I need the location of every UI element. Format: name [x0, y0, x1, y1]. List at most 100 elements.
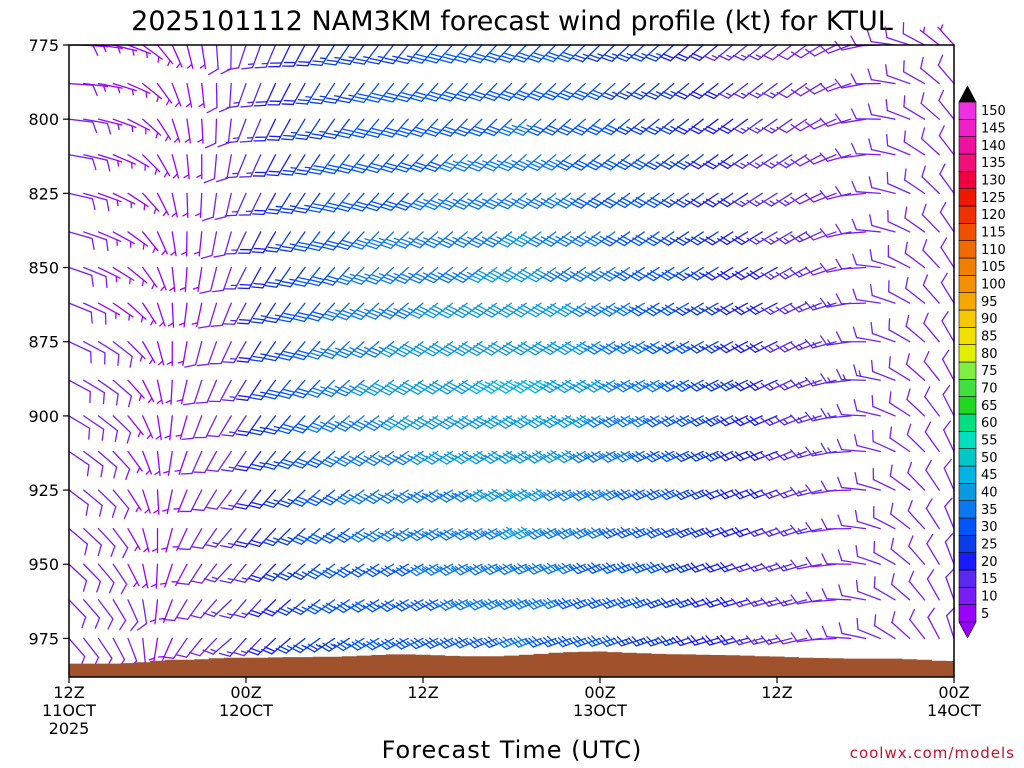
- barb-feather: [544, 92, 557, 98]
- barb-half-feather: [334, 421, 341, 425]
- plot-frame: [68, 44, 955, 678]
- wind-barb: [280, 192, 306, 214]
- barb-staff: [228, 82, 232, 109]
- barb-half-feather: [154, 168, 158, 175]
- wind-barb: [278, 302, 306, 323]
- barb-feather: [278, 645, 290, 652]
- barb-feather: [407, 423, 419, 430]
- barb-feather: [395, 602, 406, 610]
- wind-barb: [219, 527, 247, 549]
- barb-half-feather: [812, 342, 818, 348]
- barb-feather: [105, 239, 109, 252]
- barb-feather: [379, 244, 392, 250]
- barb-feather: [327, 202, 340, 207]
- wind-barb: [776, 118, 808, 134]
- barb-feather: [381, 532, 392, 540]
- barb-staff: [205, 415, 218, 439]
- barb-half-feather: [613, 417, 620, 423]
- wind-barb: [586, 44, 616, 63]
- barb-staff: [112, 527, 129, 549]
- barb-feather: [648, 53, 660, 60]
- barb-half-feather: [768, 565, 774, 571]
- wind-barb: [870, 284, 896, 304]
- barb-feather: [264, 284, 278, 288]
- wind-barb: [127, 154, 150, 171]
- wind-barb: [790, 266, 822, 278]
- wind-barb: [526, 192, 557, 210]
- barb-feather: [290, 574, 302, 581]
- barb-feather: [871, 359, 874, 373]
- barb-feather: [428, 564, 439, 573]
- barb-feather: [312, 60, 325, 63]
- barb-feather: [235, 433, 248, 437]
- barb-feather: [309, 101, 322, 105]
- barb-feather: [425, 531, 436, 539]
- barb-feather: [657, 636, 667, 647]
- barb-feather: [701, 563, 711, 573]
- barb-feather: [554, 385, 566, 394]
- barb-half-feather: [161, 547, 168, 550]
- barb-feather: [425, 566, 436, 574]
- colorbar-swatch: [958, 136, 977, 155]
- wind-barb: [870, 321, 896, 343]
- barb-half-feather: [555, 197, 562, 202]
- barb-feather: [91, 237, 95, 250]
- barb-feather: [775, 527, 785, 537]
- wind-barb: [68, 415, 91, 440]
- barb-feather: [584, 309, 596, 317]
- wind-barb: [203, 563, 232, 583]
- barb-feather: [499, 346, 511, 354]
- barb-half-feather: [158, 617, 166, 620]
- wind-barb: [835, 331, 867, 343]
- wind-barb: [539, 597, 572, 610]
- wind-barb: [571, 44, 601, 63]
- barb-feather: [335, 280, 348, 286]
- barb-feather: [835, 185, 843, 197]
- barb-feather: [527, 130, 539, 136]
- barb-feather: [188, 651, 201, 657]
- barb-feather: [455, 385, 466, 392]
- barb-feather: [349, 390, 361, 397]
- barb-feather: [561, 235, 574, 243]
- wind-barb: [890, 502, 911, 530]
- barb-feather: [325, 205, 338, 210]
- wind-barb: [645, 44, 675, 62]
- barb-staff: [826, 598, 852, 601]
- barb-half-feather: [319, 95, 327, 98]
- barb-feather: [238, 395, 251, 398]
- barb-feather: [539, 385, 551, 394]
- wind-barb: [747, 82, 778, 99]
- barb-feather: [613, 530, 623, 539]
- wind-barb: [436, 450, 468, 465]
- barb-feather: [650, 561, 660, 571]
- barb-feather: [385, 346, 397, 353]
- barb-feather: [400, 238, 412, 244]
- barb-staff: [891, 621, 911, 640]
- barb-feather: [506, 234, 518, 241]
- barb-feather: [292, 356, 305, 361]
- wind-barb: [127, 118, 151, 135]
- barb-feather: [468, 166, 480, 172]
- barb-feather: [452, 311, 464, 319]
- barb-feather: [429, 199, 442, 205]
- wind-barb: [392, 527, 424, 542]
- barb-half-feather: [211, 576, 219, 580]
- wind-barb: [659, 118, 690, 135]
- barb-feather: [627, 599, 638, 609]
- wind-barb: [701, 489, 734, 500]
- barb-feather: [555, 310, 566, 318]
- barb-feather: [190, 580, 203, 584]
- barb-staff: [222, 266, 232, 291]
- barb-feather: [470, 239, 482, 246]
- wind-barb: [215, 154, 232, 183]
- barb-feather: [365, 244, 378, 250]
- wind-barb: [112, 599, 127, 631]
- barb-staff: [890, 548, 911, 565]
- barb-half-feather: [154, 470, 161, 476]
- barb-feather: [399, 492, 411, 500]
- barb-feather: [658, 163, 670, 170]
- barb-feather: [819, 190, 829, 200]
- wind-barb: [351, 192, 380, 212]
- colorbar-label: 85: [981, 330, 998, 345]
- barb-feather: [688, 55, 701, 62]
